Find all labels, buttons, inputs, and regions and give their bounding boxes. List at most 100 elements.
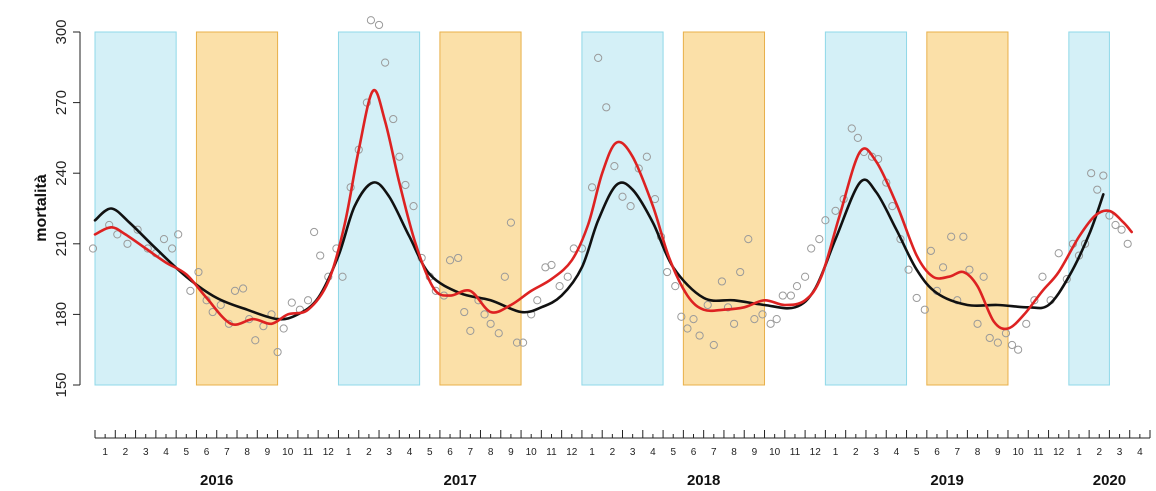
data-point [594, 53, 603, 62]
data-point [133, 225, 142, 234]
data-point [310, 227, 319, 237]
month-tick-label: 8 [488, 447, 494, 458]
data-point [821, 216, 830, 225]
data-point [973, 319, 982, 328]
y-tick-label: 270 [53, 90, 70, 115]
month-tick-label: 7 [711, 447, 717, 458]
data-point [847, 124, 856, 133]
data-point [1014, 345, 1023, 354]
data-point [671, 282, 680, 291]
y-tick-label: 300 [53, 19, 70, 44]
month-tick-label: 12 [323, 447, 335, 458]
y-axis-label: mortalità [33, 174, 50, 242]
winter-band [1068, 31, 1110, 386]
data-point [486, 319, 495, 328]
month-tick-label: 9 [508, 447, 514, 458]
data-point [792, 282, 802, 291]
data-point [186, 286, 195, 295]
data-point [1030, 296, 1039, 305]
month-tick-label: 1 [102, 447, 108, 458]
winter-band [824, 31, 908, 386]
data-point [518, 338, 528, 347]
data-point [1007, 340, 1017, 350]
data-point [677, 312, 686, 321]
data-point [409, 202, 418, 211]
data-point [766, 319, 775, 328]
data-point [985, 333, 994, 343]
data-point [466, 326, 475, 335]
year-label: 2016 [200, 472, 233, 489]
month-tick-label: 4 [650, 447, 656, 458]
data-point [703, 300, 712, 310]
month-tick-label: 8 [731, 447, 737, 458]
data-point [815, 234, 824, 244]
data-point [239, 284, 248, 293]
data-point [208, 307, 217, 317]
month-tick-label: 6 [691, 447, 697, 458]
month-tick-label: 2 [123, 447, 129, 458]
data-point [395, 152, 404, 161]
month-tick-label: 2 [853, 447, 859, 458]
month-tick-label: 12 [810, 447, 822, 458]
data-point [993, 338, 1002, 347]
month-tick-label: 11 [546, 447, 557, 458]
y-tick-label: 210 [53, 231, 70, 256]
month-tick-label: 5 [184, 447, 190, 458]
trend-line-red [93, 88, 1133, 331]
data-point [389, 114, 398, 124]
data-point [683, 324, 692, 333]
data-point [904, 265, 913, 274]
data-point [723, 303, 733, 312]
month-tick-label: 5 [914, 447, 920, 458]
data-point [1111, 220, 1120, 230]
data-point [555, 282, 564, 291]
data-point [959, 232, 968, 241]
data-point [480, 310, 489, 319]
data-point [853, 133, 862, 142]
data-point [1080, 239, 1090, 248]
y-tick-label: 240 [53, 161, 70, 186]
data-point [431, 286, 440, 295]
data-point [642, 152, 651, 161]
data-point [494, 329, 503, 338]
month-tick-label: 7 [468, 447, 474, 458]
data-point [500, 272, 509, 281]
data-point [831, 206, 840, 215]
data-point [744, 234, 753, 244]
data-point [123, 239, 132, 248]
data-point [1054, 249, 1063, 258]
month-tick-label: 6 [934, 447, 940, 458]
data-point [729, 319, 739, 328]
month-tick-label: 8 [244, 447, 250, 458]
data-point [316, 251, 325, 260]
data-point [1087, 169, 1096, 178]
data-point [709, 340, 718, 350]
year-label: 2017 [444, 472, 477, 489]
data-point [366, 16, 376, 25]
data-point [663, 267, 672, 277]
data-point [88, 244, 98, 253]
data-point [401, 180, 410, 190]
month-tick-label: 4 [894, 447, 900, 458]
data-point [1022, 319, 1031, 328]
y-tick-label: 150 [53, 372, 70, 397]
data-point [1123, 239, 1132, 248]
month-tick-label: 1 [589, 447, 595, 458]
month-tick-label: 9 [752, 447, 758, 458]
data-point [506, 218, 516, 227]
month-tick-label: 1 [833, 447, 839, 458]
month-tick-label: 11 [790, 447, 801, 458]
data-point [758, 310, 767, 319]
summer-band [682, 31, 766, 386]
data-point [216, 300, 225, 310]
month-tick-label: 6 [204, 447, 210, 458]
month-tick-label: 6 [447, 447, 453, 458]
series-lines [93, 88, 1133, 331]
month-tick-label: 10 [526, 447, 538, 458]
month-tick-label: 4 [407, 447, 413, 458]
data-point [920, 305, 929, 314]
data-point [965, 265, 974, 274]
month-tick-label: 3 [386, 447, 392, 458]
month-tick-label: 10 [1013, 447, 1025, 458]
